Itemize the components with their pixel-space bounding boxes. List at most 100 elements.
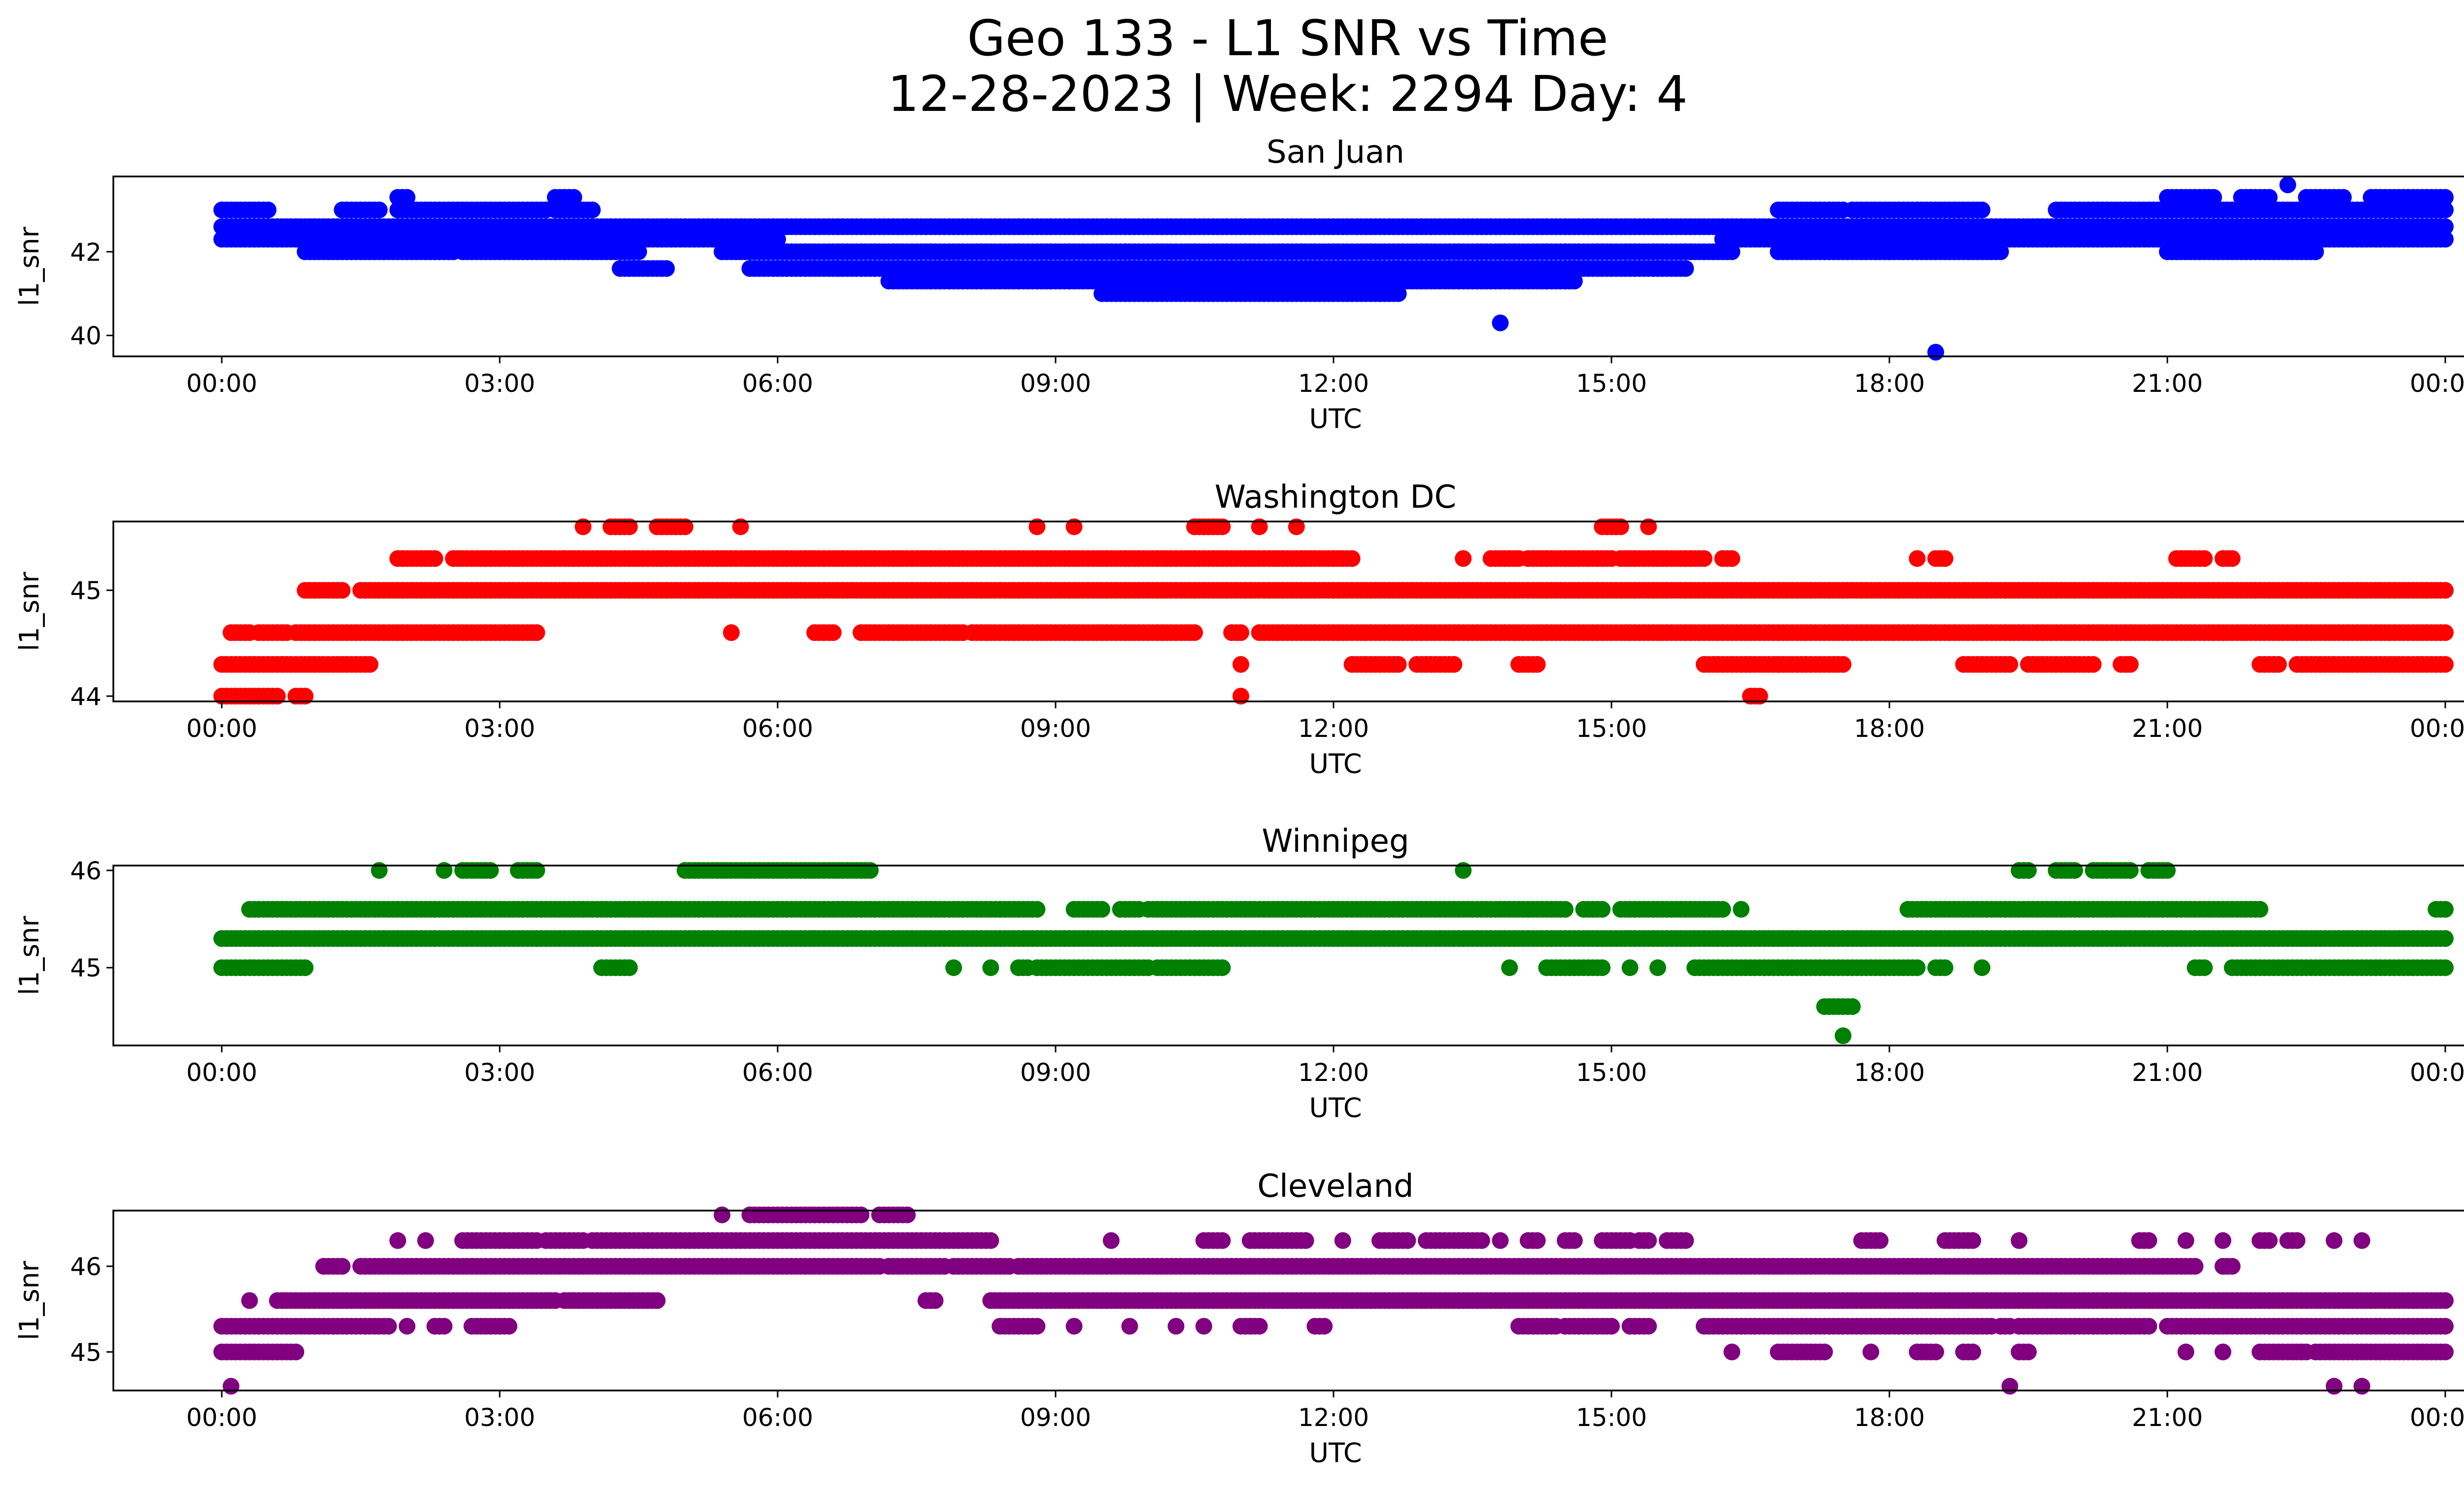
data-point: [1640, 518, 1657, 535]
data-point: [1723, 243, 1741, 260]
data-point: [2260, 189, 2278, 206]
axes-frame: [112, 521, 2464, 702]
y-axis-label: l1_snr: [14, 571, 45, 651]
data-point: [2437, 901, 2454, 918]
data-point: [2437, 201, 2454, 218]
data-point: [1835, 656, 1851, 673]
y-tick-label: 45: [70, 954, 102, 982]
x-tick-label: 21:00: [2132, 369, 2203, 398]
data-point: [2196, 550, 2213, 567]
data-point: [1649, 959, 1666, 976]
data-point: [565, 189, 582, 206]
data-point: [2437, 189, 2454, 206]
data-point: [732, 518, 749, 535]
data-point: [436, 862, 453, 879]
data-point: [1390, 656, 1407, 673]
x-tick-label: 18:00: [1854, 369, 1925, 398]
x-tick-label: 09:00: [1020, 1058, 1091, 1087]
x-tick-label: 03:00: [464, 1058, 535, 1087]
data-point: [2085, 656, 2102, 673]
x-axis-label: UTC: [1309, 403, 1362, 434]
data-point: [1288, 518, 1305, 535]
data-point: [723, 624, 740, 641]
data-point: [677, 518, 693, 535]
data-point: [1992, 243, 2009, 260]
data-point: [621, 518, 638, 535]
data-point: [1492, 314, 1509, 332]
data-point: [399, 1318, 415, 1335]
data-point: [2270, 656, 2287, 673]
data-point: [500, 1318, 517, 1335]
subplot-title: San Juan: [1266, 134, 1404, 171]
data-point: [584, 201, 601, 218]
x-tick-label: 06:00: [742, 369, 813, 398]
data-point: [361, 656, 378, 673]
data-point: [334, 582, 351, 599]
data-point: [1621, 959, 1639, 976]
data-point: [1566, 273, 1583, 290]
data-point: [630, 243, 647, 260]
data-point: [1964, 1343, 1982, 1360]
data-point: [2437, 1318, 2454, 1335]
data-point: [1974, 959, 1990, 976]
data-point: [1723, 1343, 1741, 1360]
data-point: [1065, 1318, 1083, 1335]
data-points: [213, 518, 2454, 705]
data-point: [1251, 1318, 1268, 1335]
data-point: [1501, 959, 1518, 976]
data-point: [222, 1378, 240, 1395]
data-point: [2001, 656, 2019, 673]
data-point: [2437, 231, 2454, 248]
data-point: [658, 260, 675, 277]
data-points: [213, 1206, 2454, 1395]
x-tick-label: 21:00: [2132, 714, 2203, 743]
x-tick-label: 18:00: [1854, 1058, 1925, 1087]
y-axis-label: l1_snr: [14, 915, 45, 995]
data-point: [2214, 1343, 2231, 1360]
data-point: [1316, 1318, 1333, 1335]
data-point: [2437, 959, 2454, 976]
data-point: [1835, 1027, 1851, 1044]
x-tick-label: 00:00: [186, 1058, 257, 1087]
data-point: [371, 862, 388, 879]
data-point: [2437, 582, 2454, 599]
data-point: [528, 624, 546, 641]
x-axis-label: UTC: [1309, 1092, 1362, 1123]
data-point: [2196, 959, 2213, 976]
x-axis-label: UTC: [1309, 748, 1362, 779]
data-point: [1927, 1343, 1944, 1360]
data-point: [2224, 550, 2241, 567]
data-point: [1714, 901, 1731, 918]
data-point: [1214, 518, 1231, 535]
data-point: [2437, 1343, 2454, 1360]
data-point: [1816, 1343, 1833, 1360]
data-point: [260, 201, 276, 218]
data-point: [1065, 518, 1083, 535]
x-tick-label: 12:00: [1298, 714, 1369, 743]
data-point: [1723, 550, 1741, 567]
data-point: [1844, 998, 1861, 1015]
x-tick-label: 00:00: [2410, 1058, 2464, 1087]
data-point: [1936, 959, 1953, 976]
x-tick-label: 15:00: [1576, 1058, 1647, 1087]
x-tick-label: 03:00: [464, 369, 535, 398]
x-tick-label: 09:00: [1020, 369, 1091, 398]
data-point: [2159, 862, 2176, 879]
data-point: [1167, 1318, 1185, 1335]
data-point: [1677, 260, 1694, 277]
data-point: [269, 688, 286, 705]
data-point: [2437, 656, 2454, 673]
data-point: [1557, 901, 1574, 918]
figure-title-line-2: 12-28-2023 | Week: 2294 Day: 4: [888, 65, 1688, 123]
x-tick-label: 12:00: [1298, 369, 1369, 398]
data-point: [1455, 862, 1472, 879]
axes-frame: [112, 865, 2464, 1046]
data-point: [1733, 901, 1750, 918]
data-points: [213, 862, 2454, 1044]
data-point: [297, 688, 314, 705]
data-point: [1214, 959, 1231, 976]
data-point: [1862, 1343, 1880, 1360]
data-point: [1186, 624, 1203, 641]
y-tick-label: 45: [70, 577, 102, 605]
data-point: [621, 959, 638, 976]
